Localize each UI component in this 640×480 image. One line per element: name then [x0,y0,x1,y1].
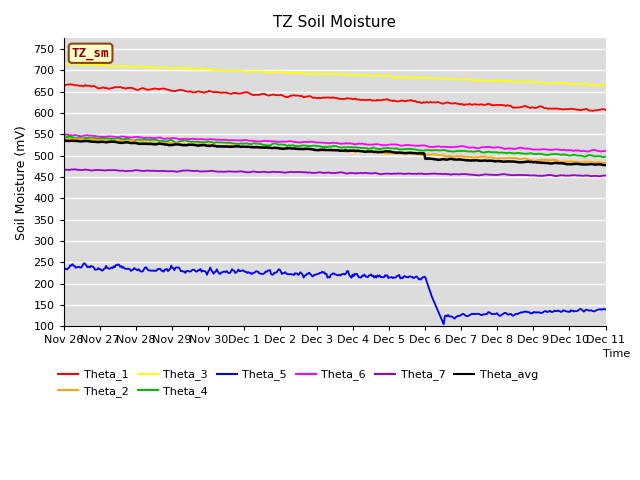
Line: Theta_1: Theta_1 [64,84,605,111]
Theta_5 [591,308,598,314]
Theta_avg [317,147,325,153]
Theta_3 [505,78,513,84]
Theta_6 [60,132,68,138]
Line: Theta_7: Theta_7 [64,169,605,176]
Theta_3 [60,61,68,67]
Theta_7 [318,170,326,176]
Theta_3 [383,72,391,78]
Theta_5 [354,273,362,279]
Theta_6 [321,140,329,146]
Theta_6 [63,132,71,137]
Title: TZ Soil Moisture: TZ Soil Moisture [273,15,396,30]
Theta_7 [591,173,598,179]
Theta_5 [383,272,391,278]
Theta_3 [594,83,602,88]
Theta_avg [504,158,511,164]
Line: Theta_5: Theta_5 [64,263,605,324]
Theta_3 [68,60,76,66]
Theta_2 [60,136,68,142]
Theta_4 [589,154,597,159]
Theta_avg [60,138,68,144]
Theta_4 [383,145,391,151]
Line: Theta_3: Theta_3 [64,63,605,85]
Theta_2 [321,148,329,154]
Theta_avg [353,148,361,154]
Theta_6 [318,140,326,145]
Theta_1 [602,107,609,113]
Theta_1 [354,96,362,102]
Theta_7 [354,170,362,176]
Theta_7 [321,170,329,176]
Theta_4 [602,154,609,160]
Theta_4 [67,133,74,139]
X-axis label: Time: Time [603,349,630,360]
Theta_5 [60,264,68,270]
Theta_5 [602,307,609,312]
Theta_3 [354,72,362,78]
Theta_1 [505,103,513,108]
Theta_5 [440,322,447,327]
Theta_1 [318,95,326,101]
Theta_5 [318,269,326,275]
Theta_6 [597,149,605,155]
Theta_6 [505,145,513,151]
Line: Theta_avg: Theta_avg [64,141,605,165]
Theta_3 [321,72,329,77]
Theta_6 [383,142,391,148]
Theta_7 [60,167,68,172]
Theta_2 [589,160,597,166]
Theta_5 [81,260,88,266]
Theta_7 [383,171,391,177]
Y-axis label: Soil Moisture (mV): Soil Moisture (mV) [15,125,28,240]
Theta_3 [589,82,597,88]
Line: Theta_2: Theta_2 [64,139,605,163]
Theta_1 [60,82,68,88]
Theta_7 [505,172,513,178]
Theta_1 [589,108,596,114]
Theta_4 [598,154,606,160]
Theta_2 [354,149,362,155]
Theta_4 [321,144,329,149]
Theta_2 [383,151,391,156]
Theta_1 [321,95,329,101]
Theta_1 [383,96,391,102]
Theta_4 [318,144,326,150]
Theta_avg [589,161,596,167]
Theta_avg [600,162,608,168]
Theta_6 [589,147,597,153]
Theta_2 [598,160,606,166]
Theta_2 [505,155,513,161]
Theta_1 [67,82,74,87]
Theta_4 [505,150,513,156]
Theta_6 [354,141,362,147]
Theta_5 [506,311,514,317]
Theta_2 [318,147,326,153]
Theta_2 [67,136,74,142]
Theta_3 [602,82,609,87]
Theta_avg [602,162,609,168]
Theta_4 [354,145,362,151]
Theta_7 [588,173,595,179]
Line: Theta_4: Theta_4 [64,136,605,157]
Theta_6 [602,148,609,154]
Theta_7 [602,173,609,179]
Theta_4 [60,134,68,140]
Text: TZ_sm: TZ_sm [72,47,109,60]
Line: Theta_6: Theta_6 [64,134,605,152]
Theta_avg [382,148,390,154]
Theta_1 [591,108,598,113]
Theta_2 [602,160,609,166]
Legend: Theta_1, Theta_2, Theta_3, Theta_4, Theta_5, Theta_6, Theta_7, Theta_avg: Theta_1, Theta_2, Theta_3, Theta_4, Thet… [58,370,538,397]
Theta_7 [72,167,79,172]
Theta_3 [318,71,326,77]
Theta_5 [321,271,329,277]
Theta_avg [321,147,328,153]
